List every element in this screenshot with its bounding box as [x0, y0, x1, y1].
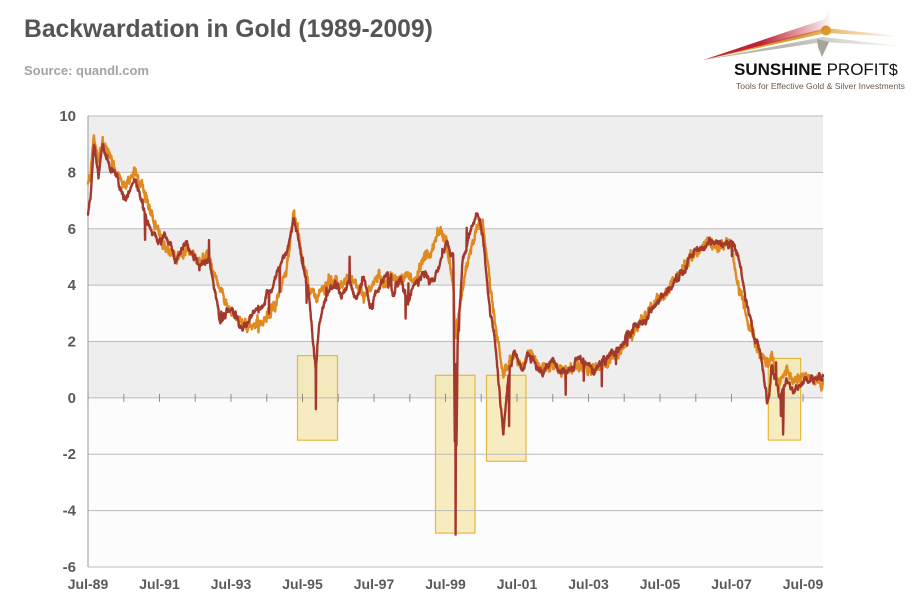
svg-text:6: 6 [68, 221, 76, 238]
svg-text:-6: -6 [63, 559, 76, 576]
svg-text:Jul-89: Jul-89 [68, 576, 109, 592]
svg-text:4: 4 [68, 277, 77, 294]
svg-text:Jul-93: Jul-93 [211, 576, 252, 592]
svg-text:Jul-91: Jul-91 [139, 576, 180, 592]
svg-text:Jul-95: Jul-95 [282, 576, 323, 592]
svg-text:2: 2 [68, 334, 76, 351]
svg-text:Jul-09: Jul-09 [783, 576, 824, 592]
svg-text:Jul-05: Jul-05 [640, 576, 681, 592]
svg-text:8: 8 [68, 164, 76, 181]
svg-text:Jul-01: Jul-01 [497, 576, 538, 592]
svg-text:Jul-97: Jul-97 [354, 576, 395, 592]
svg-text:Jul-99: Jul-99 [425, 576, 466, 592]
svg-text:Jul-03: Jul-03 [568, 576, 609, 592]
svg-text:0: 0 [68, 390, 76, 407]
svg-text:Jul-07: Jul-07 [711, 576, 752, 592]
svg-text:-4: -4 [63, 503, 77, 520]
svg-text:10: 10 [59, 108, 76, 125]
svg-text:-2: -2 [63, 446, 76, 463]
